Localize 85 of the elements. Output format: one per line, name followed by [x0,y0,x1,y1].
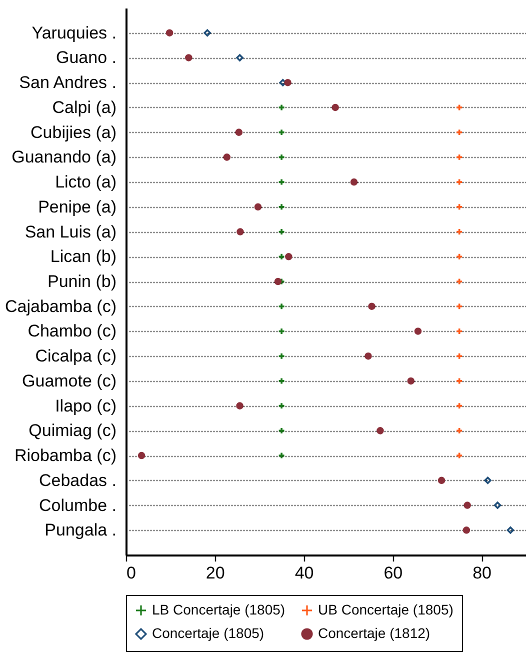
point [236,402,244,410]
point [278,178,286,186]
point [414,328,422,335]
y-tick-label: Cubijies (a) [30,122,116,142]
y-tick-label: Lican (b) [50,247,116,266]
point [236,54,244,62]
y-tick-label: Chambo (c) [28,322,116,341]
x-tick-label: 40 [294,564,314,582]
point [456,154,463,161]
legend-label: UB Concertaje (1805) [318,601,454,618]
point [138,452,146,460]
point [235,128,243,136]
point [456,302,463,310]
point [456,377,463,385]
point [456,128,463,136]
point [278,402,286,410]
point [278,452,286,460]
point [284,78,292,86]
point [254,203,262,211]
x-tick-label: 20 [206,564,225,582]
y-tick-label: Columbe . [39,496,116,515]
point [278,377,286,385]
point [350,178,358,186]
point [456,352,463,360]
point [278,427,286,434]
point [332,104,339,112]
point [456,452,463,460]
point [274,278,282,286]
point [278,328,286,335]
legend-label: Concertaje (1805) [152,625,264,641]
point [456,328,463,335]
y-tick-label: San Luis (a) [24,222,116,242]
point [278,128,286,136]
x-tick-label: 60 [384,564,403,582]
point [462,526,470,534]
point [456,203,463,211]
point [223,154,231,161]
y-tick-label: Guanando (a) [12,148,116,167]
point [376,427,384,434]
point [456,252,463,260]
point [464,502,471,509]
point [278,302,286,310]
y-tick-label: Pungala . [44,520,116,540]
y-tick-label: Riobamba (c) [14,446,116,466]
point [456,427,463,434]
point [185,54,192,62]
y-tick-label: Guamote (c) [22,371,116,390]
y-tick-label: Licto (a) [55,172,116,192]
point [438,476,446,484]
legend-label: LB Concertaje (1805) [152,601,286,618]
point [166,29,174,36]
y-tick-label: Penipe (a) [38,197,116,216]
point [456,104,463,112]
point [278,252,286,260]
point [278,104,286,112]
y-tick-label: Calpi (a) [52,98,116,117]
point [278,352,286,360]
point [204,29,211,37]
y-tick-label: Cajabamba (c) [5,296,116,316]
x-tick-label: 0 [126,564,136,582]
point [364,352,372,360]
y-tick-label: Ilapo (c) [55,396,116,416]
point [484,476,492,484]
point [494,502,502,509]
y-tick-label: Cicalpa (c) [35,346,116,366]
point [456,228,463,236]
point [368,302,376,310]
point [456,402,463,410]
point [407,377,415,385]
y-tick-label: Punin (b) [48,272,116,291]
point [456,178,463,186]
y-tick-label: San Andres . [19,73,116,92]
y-tick-label: Yaruquies . [32,23,116,42]
legend-label: Concertaje (1812) [318,625,430,641]
point [278,154,286,161]
point [285,253,292,260]
y-tick-label: Quimiag (c) [28,421,116,440]
point [278,228,286,236]
point [236,228,244,236]
point [506,526,514,534]
y-tick-label: Cebadas . [39,470,116,490]
point [278,203,286,211]
point [456,278,463,286]
y-tick-label: Guano . [56,48,116,68]
x-tick-label: 80 [472,564,492,582]
